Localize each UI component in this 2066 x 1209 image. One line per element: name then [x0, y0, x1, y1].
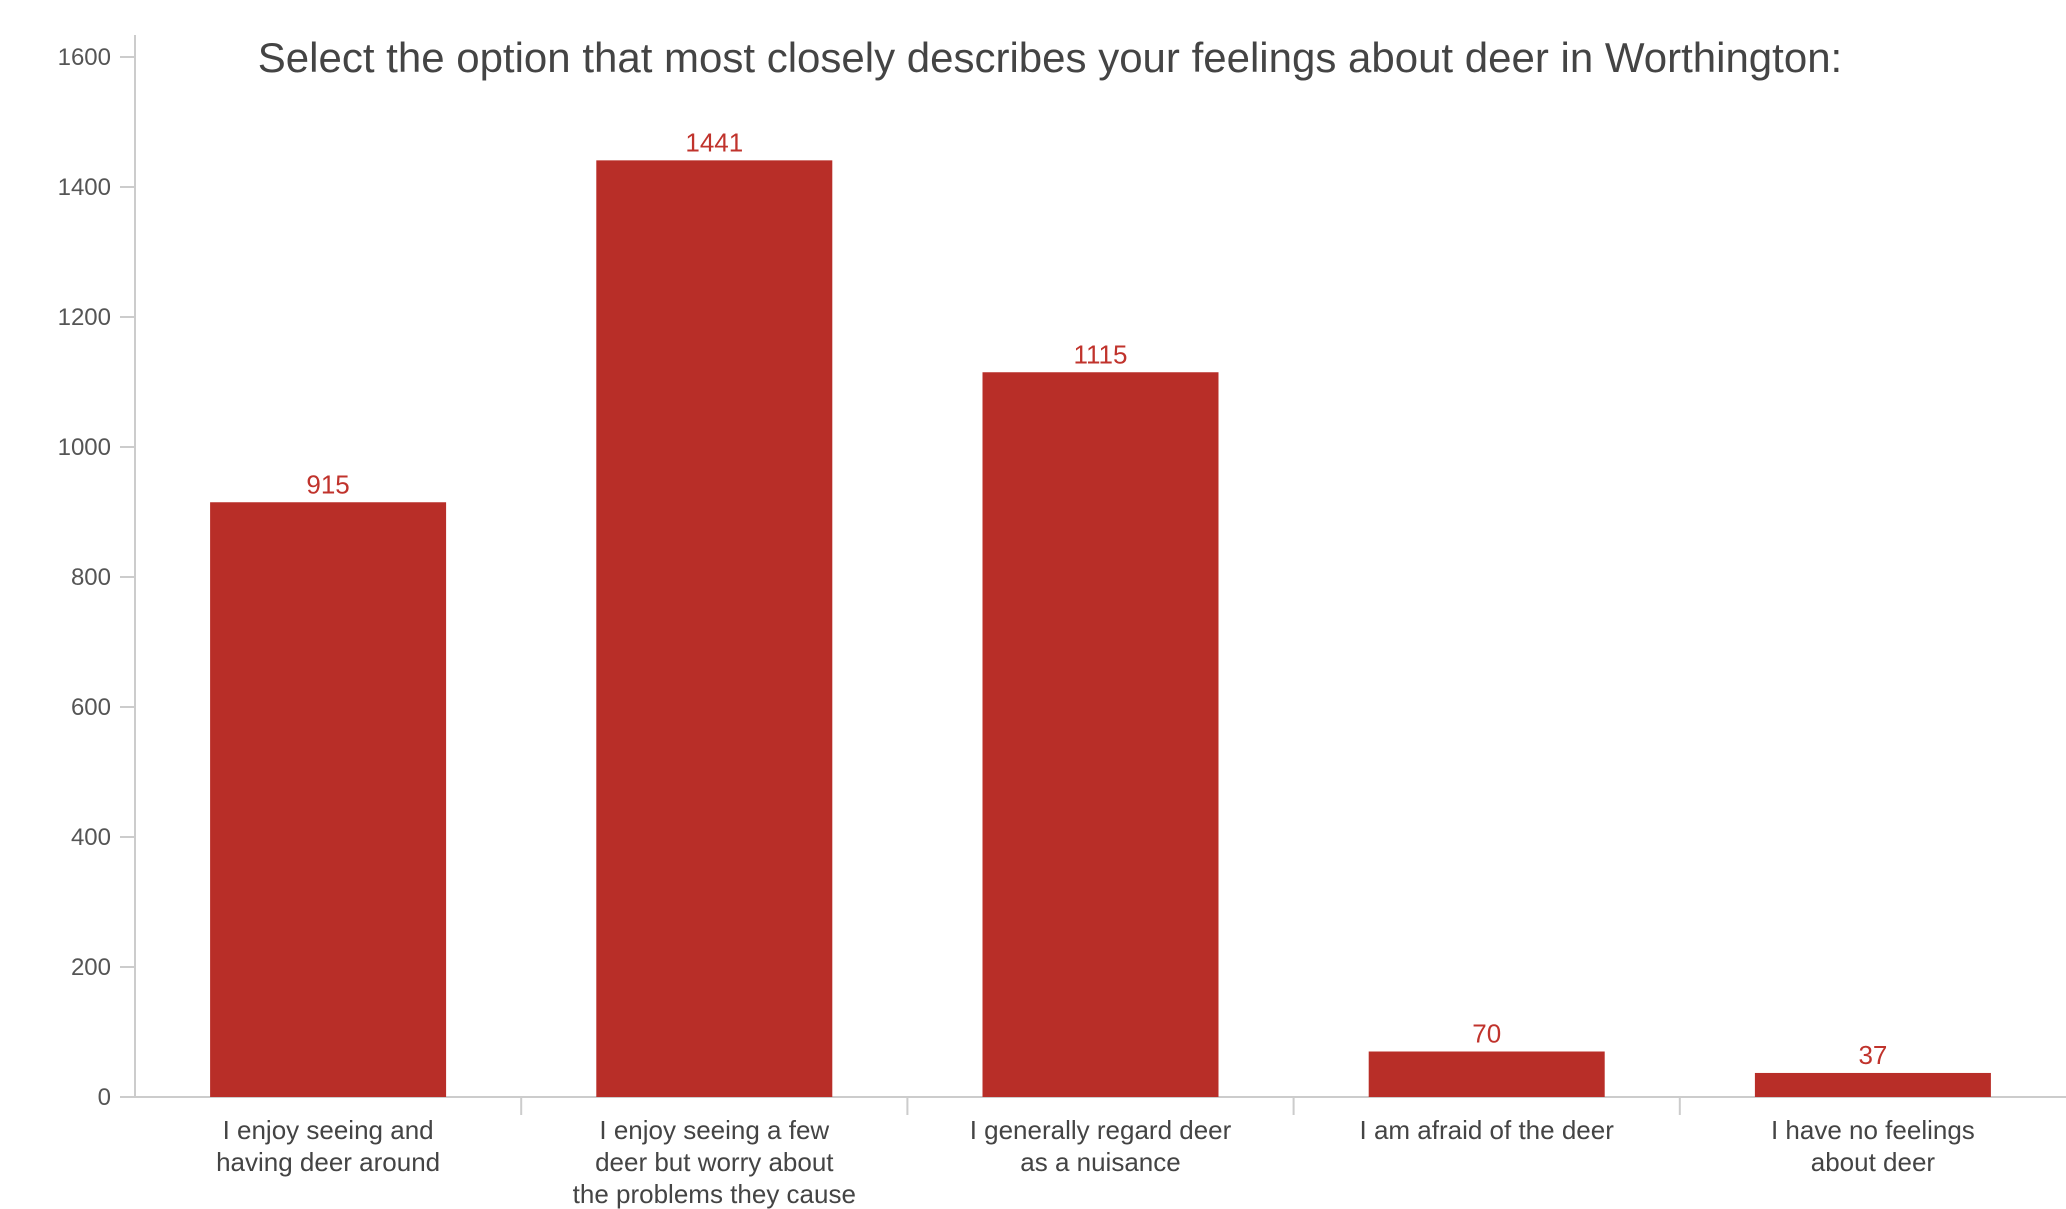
data-labels: 915 1441 1115 70 37 [306, 127, 1887, 1070]
bar [210, 502, 447, 1097]
y-tick-label: 400 [71, 824, 111, 851]
y-tick-label: 600 [71, 694, 111, 721]
y-tick-label: 1400 [58, 174, 111, 201]
y-tick-label: 1200 [58, 304, 111, 331]
bar [1368, 1051, 1605, 1097]
bars [210, 160, 1991, 1098]
data-label: 37 [1858, 1040, 1887, 1070]
x-tick-label: I have no feelings about deer [1771, 1115, 1975, 1177]
x-tick-label: I enjoy seeing a few deer but worry about… [573, 1115, 856, 1209]
bar [1754, 1072, 1991, 1097]
bar [982, 372, 1219, 1097]
y-tick-label: 800 [71, 564, 111, 591]
y-axis-ticks: 0 200 400 600 800 1000 1200 1400 1600 [58, 44, 135, 1111]
chart-title: Select the option that most closely desc… [258, 34, 1842, 81]
x-tick-label: I enjoy seeing and having deer around [216, 1115, 440, 1177]
data-label: 1441 [685, 127, 743, 157]
data-label: 70 [1472, 1019, 1501, 1049]
y-tick-label: 1000 [58, 434, 111, 461]
bar [596, 160, 833, 1098]
y-tick-label: 0 [98, 1084, 111, 1111]
y-tick-label: 1600 [58, 44, 111, 71]
data-label: 1115 [1074, 339, 1128, 369]
data-label: 915 [306, 469, 349, 499]
y-tick-label: 200 [71, 954, 111, 981]
x-tick-label: I am afraid of the deer [1360, 1115, 1615, 1145]
x-axis-labels: I enjoy seeing and having deer around I en… [216, 1115, 1975, 1209]
x-tick-label: I generally regard deer as a nuisance [970, 1115, 1232, 1177]
